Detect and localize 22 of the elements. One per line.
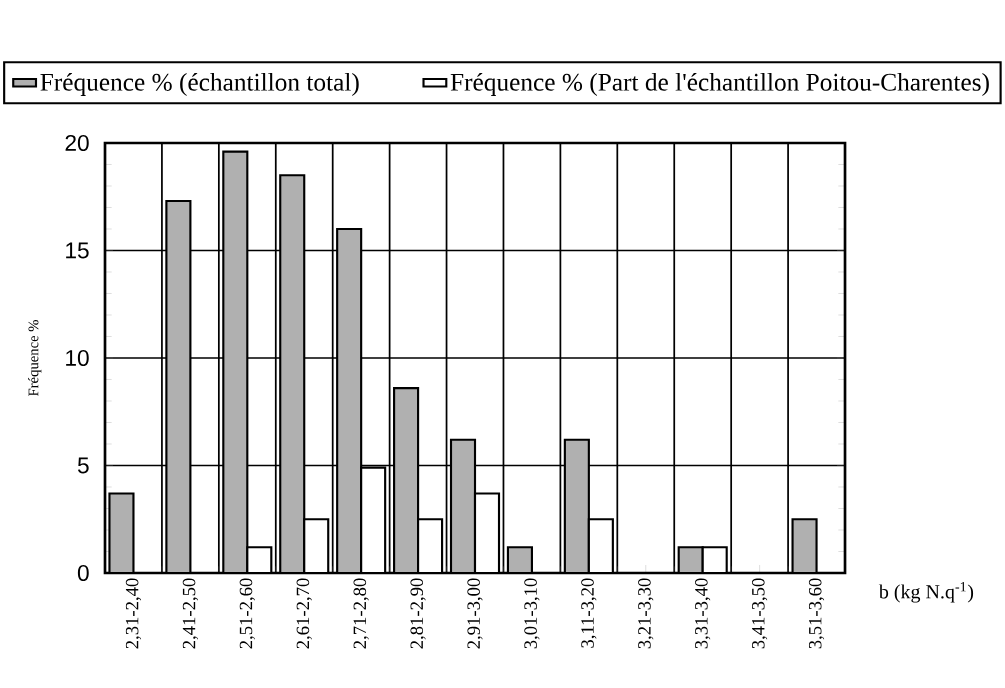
y-tick-label: 0 (77, 564, 89, 582)
x-tick-label: 3,41-3,50 (751, 578, 768, 649)
y-tick-label: 5 (77, 457, 89, 474)
x-tick-label: 2,51-2,60 (239, 578, 255, 649)
x-tick-label: 2,91-3,00 (467, 578, 483, 649)
x-tick-label: 3,31-3,40 (695, 578, 711, 649)
y-axis-title: Fréquence % (28, 320, 42, 397)
x-tick-label: 2,81-2,90 (410, 578, 426, 649)
x-tick-label: 2,41-2,50 (182, 578, 199, 649)
x-tick-label: 2,61-2,70 (296, 578, 312, 649)
y-tick-label: 20 (65, 134, 89, 152)
x-tick-label: 3,01-3,10 (524, 578, 540, 649)
legend-label: Fréquence % (échantillon total) (40, 72, 359, 96)
y-tick-label: 15 (66, 242, 89, 259)
y-tick-label: 10 (66, 349, 89, 367)
legend-label: Fréquence % (Part de l'échantillon Poitou-Charentes) (450, 72, 989, 96)
x-axis-title: b (kg N.q$^{-1}$) (878, 582, 974, 603)
x-tick-label: 2,71-2,80 (353, 578, 369, 649)
x-tick-label: 2,31-2,40 (125, 578, 142, 649)
x-tick-label: 3,21-3,30 (638, 578, 654, 649)
x-tick-label: 3,11-3,20 (581, 578, 597, 648)
x-tick-label: 3,51-3,60 (808, 578, 825, 649)
